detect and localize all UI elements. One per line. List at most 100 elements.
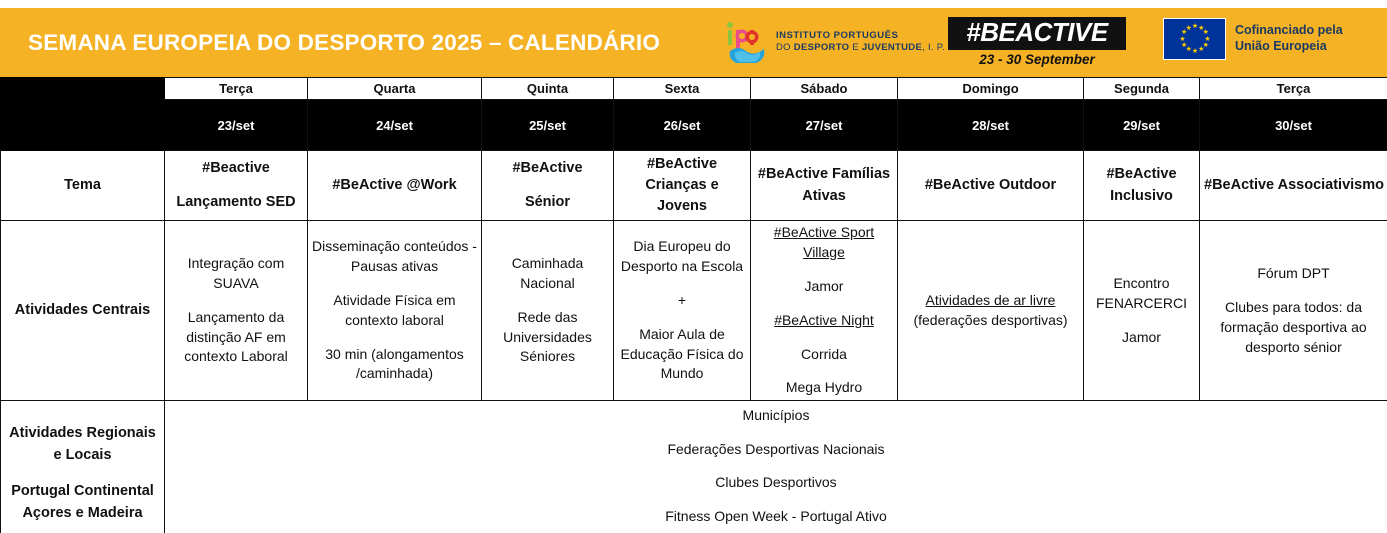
central-cell-3: Dia Europeu do Desporto na Escola + Maior … <box>613 219 751 402</box>
activity-block: Atividade Física em contexto laboral <box>312 291 477 331</box>
activity-block[interactable]: #BeActive Night <box>755 311 893 331</box>
beactive-logo: #BEACTIVE 23 - 30 September <box>948 17 1126 67</box>
eu-star-icon: ★ <box>1191 23 1199 30</box>
date-1: 24/set <box>307 99 482 151</box>
activity-block: Jamor <box>755 277 893 297</box>
weekday-4: Sábado <box>750 77 898 100</box>
activity-text: 30 min (alongamentos /caminhada) <box>325 345 464 382</box>
activity-text: Fórum DPT <box>1257 264 1330 281</box>
weekday-header-row: Terça Quarta Quinta Sexta Sábado Domingo… <box>0 77 1387 100</box>
theme-1: #BeActive @Work <box>307 150 482 221</box>
central-cell-6: Encontro FENARCERCI Jamor <box>1083 219 1200 402</box>
activity-block: Caminhada Nacional <box>486 254 609 294</box>
beactive-dates: 23 - 30 September <box>979 52 1095 68</box>
activity-text: Disseminação conteúdos - Pausas ativas <box>312 238 477 274</box>
theme-0: #Beactive Lançamento SED <box>164 150 308 221</box>
activity-block: Clubes para todos: da formação desportiv… <box>1204 298 1383 358</box>
activity-block: Rede das Universidades Séniores <box>486 308 609 368</box>
regional-line: Clubes Desportivos <box>715 474 837 491</box>
beactive-wordmark: #BEACTIVE <box>948 17 1126 51</box>
weekday-3: Sexta <box>613 77 751 100</box>
eu-flag-icon: ★ ★ ★ ★ ★ ★ ★ ★ ★ ★ ★ ★ <box>1163 18 1226 60</box>
activity-block: (federações desportivas) <box>902 311 1079 331</box>
corner-cell-date <box>0 99 165 151</box>
theme-4: #BeActive Famílias Ativas <box>750 150 898 221</box>
activity-block: Fórum DPT <box>1204 264 1383 284</box>
central-cell-2: Caminhada Nacional Rede das Universidades… <box>481 219 614 402</box>
theme-5: #BeActive Outdoor <box>897 150 1084 221</box>
date-6: 29/set <box>1083 99 1200 151</box>
activity-link[interactable]: #BeActive Night <box>774 311 874 328</box>
activity-link[interactable]: Atividades de ar livre <box>925 291 1056 308</box>
regional-line: Federações Desportivas Nacionais <box>667 440 885 457</box>
date-7: 30/set <box>1199 99 1387 151</box>
theme-6: #BeActive Inclusivo <box>1083 150 1200 221</box>
row-label-regional: Atividades Regionais e Locais Portugal C… <box>0 400 165 533</box>
activity-text: (federações desportivas) <box>913 311 1068 328</box>
central-cell-5: Atividades de ar livre (federações despor… <box>897 219 1084 402</box>
eu-star-icon: ★ <box>1185 24 1192 32</box>
activity-block: Lançamento da distinção AF em contexto L… <box>169 308 303 368</box>
activity-link[interactable]: #BeActive Sport Village <box>773 224 875 260</box>
activity-text: Caminhada Nacional <box>511 254 584 291</box>
activity-block: Jamor <box>1088 328 1195 348</box>
activity-block[interactable]: Atividades de ar livre <box>902 291 1079 311</box>
activity-text: Integração com SUAVA <box>187 254 285 291</box>
activity-text: Dia Europeu do Desporto na Escola <box>620 238 744 274</box>
activity-text: Corrida <box>801 345 847 362</box>
eu-star-icon: ★ <box>1198 46 1205 54</box>
activity-block: Encontro FENARCERCI <box>1088 274 1195 314</box>
activity-block: Mega Hydro <box>755 378 893 398</box>
eu-cofunding-logo: ★ ★ ★ ★ ★ ★ ★ ★ ★ ★ ★ ★ Cofinanciado pela União Eur… <box>1163 17 1343 61</box>
weekday-5: Domingo <box>897 77 1084 100</box>
regional-line: Fitness Open Week - Portugal Ativo <box>665 507 887 524</box>
eu-star-icon: ★ <box>1202 41 1209 49</box>
activity-block: Dia Europeu do Desporto na Escola <box>618 237 746 277</box>
central-cell-1: Disseminação conteúdos - Pausas ativas At… <box>307 219 482 402</box>
activity-text: Mega Hydro <box>785 379 863 396</box>
theme-3: #BeActive Crianças e Jovens <box>613 150 751 221</box>
activity-block[interactable]: #BeActive Sport Village <box>755 223 893 263</box>
date-2: 25/set <box>481 99 614 151</box>
central-cell-4: #BeActive Sport Village Jamor #BeActive Ni… <box>750 219 898 402</box>
theme-7: #BeActive Associativismo <box>1199 150 1387 221</box>
date-3: 26/set <box>613 99 751 151</box>
activity-block: Maior Aula de Educação Física do Mundo <box>618 325 746 385</box>
header-banner: SEMANA EUROPEIA DO DESPORTO 2025 – CALEN… <box>0 8 1387 77</box>
eu-star-icon: ★ <box>1202 29 1209 37</box>
activity-text: Lançamento da distinção AF em contexto L… <box>184 308 288 365</box>
activity-text: + <box>677 291 687 308</box>
corner-cell <box>0 77 165 100</box>
eu-line2: União Europeia <box>1235 39 1327 53</box>
regional-activities-row: Atividades Regionais e Locais Portugal C… <box>0 400 1387 533</box>
weekday-6: Segunda <box>1083 77 1200 100</box>
page-title: SEMANA EUROPEIA DO DESPORTO 2025 – CALEN… <box>28 29 661 55</box>
activity-block: + <box>618 291 746 311</box>
activity-text: Encontro FENARCERCI <box>1095 274 1187 311</box>
activity-text: Clubes para todos: da formação desportiv… <box>1220 298 1367 355</box>
weekday-1: Quarta <box>307 77 482 100</box>
activity-block: 30 min (alongamentos /caminhada) <box>312 345 477 385</box>
theme-2: #BeActive Sénior <box>481 150 614 221</box>
regional-content-cell: Municípios Federações Desportivas Naciona… <box>164 400 1387 533</box>
central-activities-row: Atividades Centrais Integração com SUAVA… <box>0 219 1387 402</box>
activity-block: Corrida <box>755 345 893 365</box>
eu-star-icon: ★ <box>1204 35 1211 43</box>
activity-block: Integração com SUAVA <box>169 254 303 294</box>
activity-text: Jamor <box>804 277 844 294</box>
activity-text: Rede das Universidades Séniores <box>503 308 592 365</box>
theme-row: Tema #Beactive Lançamento SED #BeActive … <box>0 150 1387 221</box>
eu-line1: Cofinanciado pela <box>1235 23 1343 38</box>
date-5: 28/set <box>897 99 1084 151</box>
row-label-central: Atividades Centrais <box>0 219 165 402</box>
row-label-theme: Tema <box>0 150 165 221</box>
weekday-0: Terça <box>164 77 308 100</box>
eu-star-icon: ★ <box>1185 46 1192 54</box>
eu-star-icon: ★ <box>1198 24 1205 32</box>
activity-text: Atividade Física em contexto laboral <box>333 291 456 328</box>
activity-block: Disseminação conteúdos - Pausas ativas <box>312 237 477 277</box>
eu-star-icon: ★ <box>1179 35 1186 43</box>
eu-cofunding-text: Cofinanciado pela União Europeia <box>1235 23 1343 54</box>
calendar-table: Terça Quarta Quinta Sexta Sábado Domingo… <box>0 77 1387 533</box>
